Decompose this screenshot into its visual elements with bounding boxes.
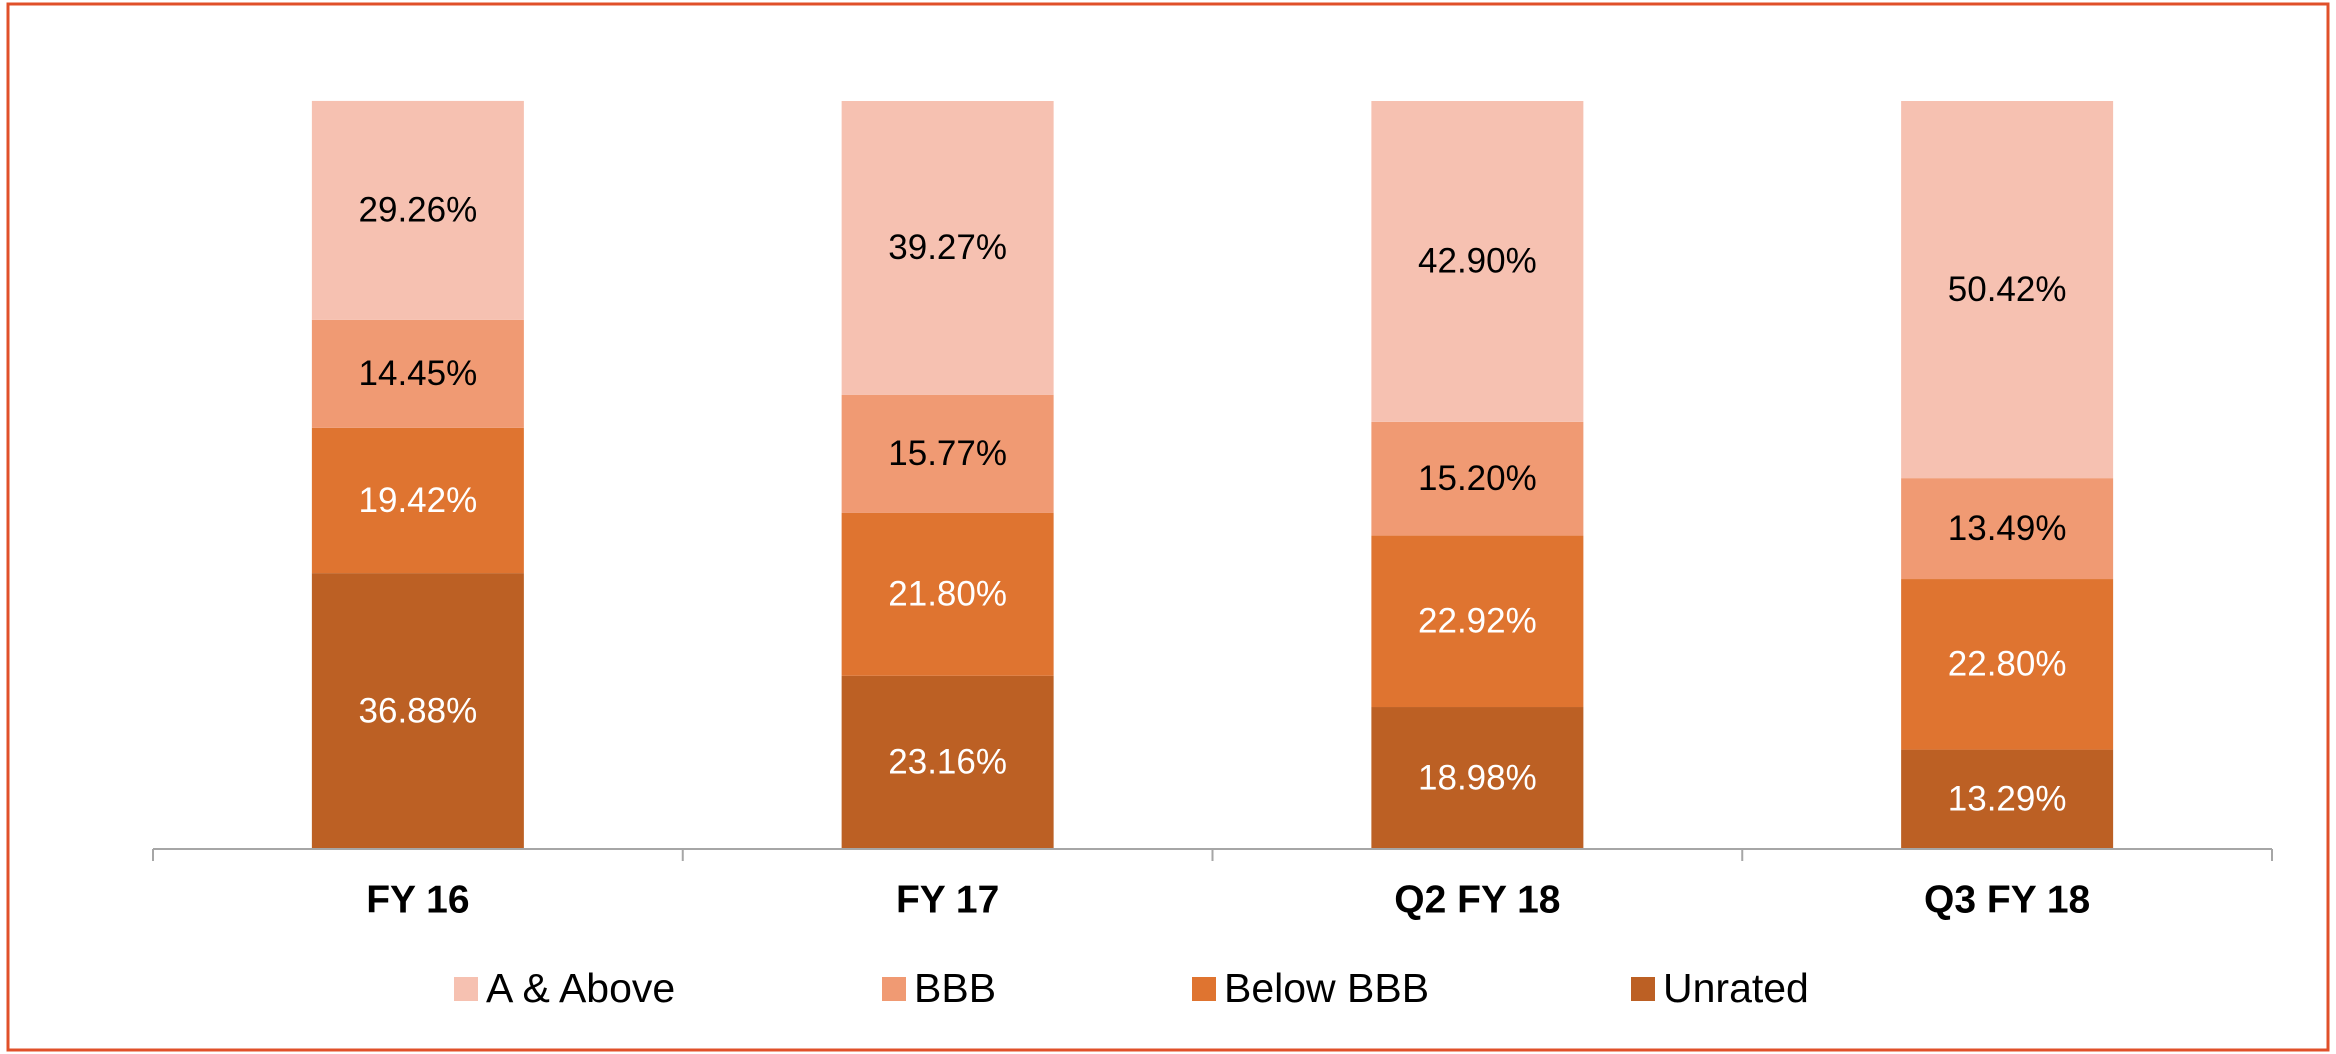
bar-segment (841, 675, 1054, 849)
x-tick-label: Q2 FY 18 (1394, 878, 1560, 921)
legend-label: BBB (914, 965, 996, 1011)
bar-segment (1371, 101, 1584, 422)
value-label: 39.27% (888, 228, 1007, 267)
legend-label: Unrated (1663, 965, 1809, 1011)
x-tick-label: FY 16 (366, 878, 469, 921)
value-label: 22.92% (1418, 602, 1537, 641)
bar-segment (311, 319, 524, 428)
value-label: 29.26% (359, 191, 478, 230)
value-label: 23.16% (888, 743, 1007, 782)
legend-swatch (1192, 977, 1216, 1001)
x-tick-label: Q3 FY 18 (1924, 878, 2090, 921)
value-label: 19.42% (359, 481, 478, 520)
legend-label: A & Above (486, 965, 675, 1011)
legend-swatch (454, 977, 478, 1001)
bar-segment (1371, 535, 1584, 708)
legend-swatch (882, 977, 906, 1001)
value-label: 22.80% (1948, 645, 2067, 684)
value-label: 14.45% (359, 354, 478, 393)
value-label: 36.88% (359, 691, 478, 730)
bar-segment (311, 100, 524, 320)
value-label: 42.90% (1418, 242, 1537, 281)
value-label: 13.49% (1948, 509, 2067, 548)
bar-segment (841, 101, 1054, 395)
legend-label: Below BBB (1224, 965, 1429, 1011)
value-label: 13.29% (1948, 780, 2067, 819)
frame (6, 2, 2330, 1052)
bar-segment (841, 394, 1054, 513)
x-tick-label: FY 17 (896, 878, 999, 921)
value-label: 50.42% (1948, 270, 2067, 309)
bar-segment (1901, 101, 2114, 479)
bar-segment (311, 573, 524, 849)
bar-segment (1901, 749, 2114, 849)
value-label: 15.20% (1418, 459, 1537, 498)
bar-segment (841, 512, 1054, 676)
bar-segment (311, 427, 524, 574)
value-label: 15.77% (888, 434, 1007, 473)
value-label: 18.98% (1418, 758, 1537, 797)
bar-segment (1901, 579, 2114, 750)
bar-segment (1371, 707, 1584, 849)
legend-swatch (1631, 977, 1655, 1001)
value-label: 21.80% (888, 574, 1007, 613)
bar-segment (1371, 421, 1584, 536)
bar-segment (1901, 478, 2114, 580)
